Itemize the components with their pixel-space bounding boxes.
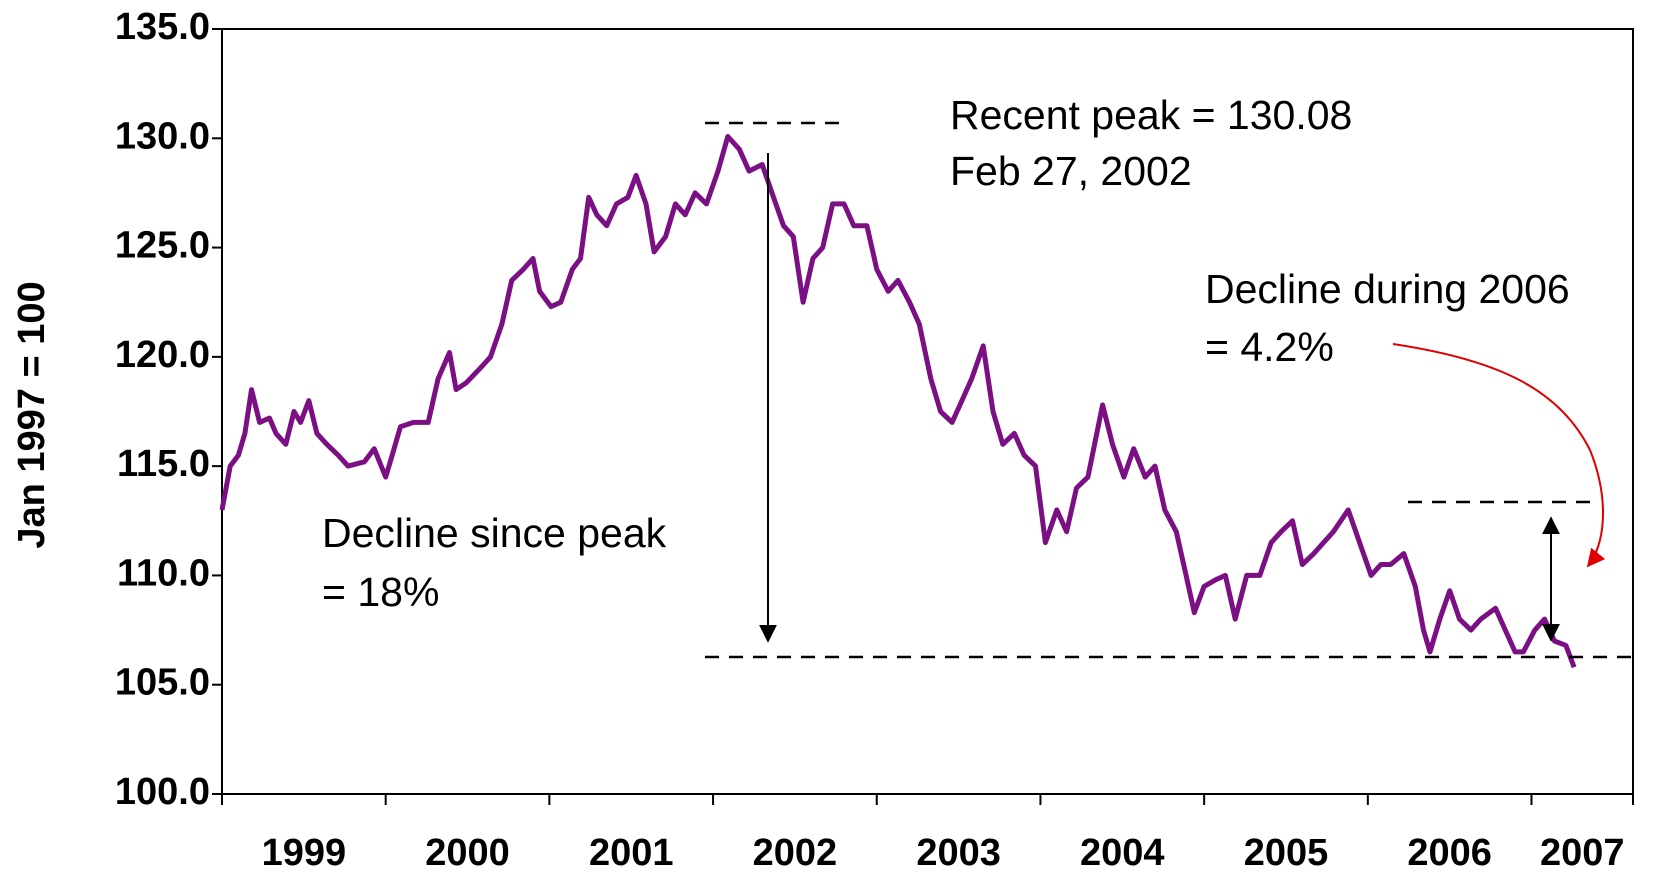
x-tick-label: 2001 (589, 832, 674, 874)
annotation: = 4.2% (1205, 324, 1334, 370)
annotation: = 18% (322, 569, 439, 615)
y-axis-title: Jan 1997 = 100 (11, 281, 53, 548)
x-tick-label: 2002 (753, 832, 838, 874)
y-tick-label: 125.0 (115, 225, 210, 267)
y-tick-label: 110.0 (117, 552, 210, 594)
x-tick-label: 2006 (1407, 832, 1492, 874)
plot-frame (221, 28, 1634, 795)
annotation: Decline during 2006 (1205, 266, 1570, 312)
y-tick-label: 130.0 (115, 115, 210, 157)
y-tick-label: 120.0 (115, 334, 210, 376)
pointer-arrow (1392, 343, 1606, 568)
x-tick-label: 2004 (1080, 832, 1165, 874)
annotation: Recent peak = 130.08 (950, 92, 1352, 138)
annotation: Decline since peak (322, 510, 667, 556)
x-tick-label: 2005 (1244, 832, 1329, 874)
x-tick-label: 2007 (1540, 832, 1625, 874)
data-line (219, 134, 1577, 669)
x-tick-label: 2000 (425, 832, 510, 874)
annotation: Feb 27, 2002 (950, 148, 1192, 194)
x-tick-label: 1999 (262, 832, 347, 874)
y-tick-label: 105.0 (115, 662, 210, 704)
y-tick-label: 115.0 (117, 443, 210, 485)
y-tick-label: 100.0 (115, 771, 210, 813)
x-tick-label: 2003 (916, 832, 1001, 874)
y-tick-label: 135.0 (115, 6, 210, 48)
plot-area: 100.0 105.0 110.0 115.0 120.0 125.0 130.0 135.0… (115, 6, 1634, 874)
